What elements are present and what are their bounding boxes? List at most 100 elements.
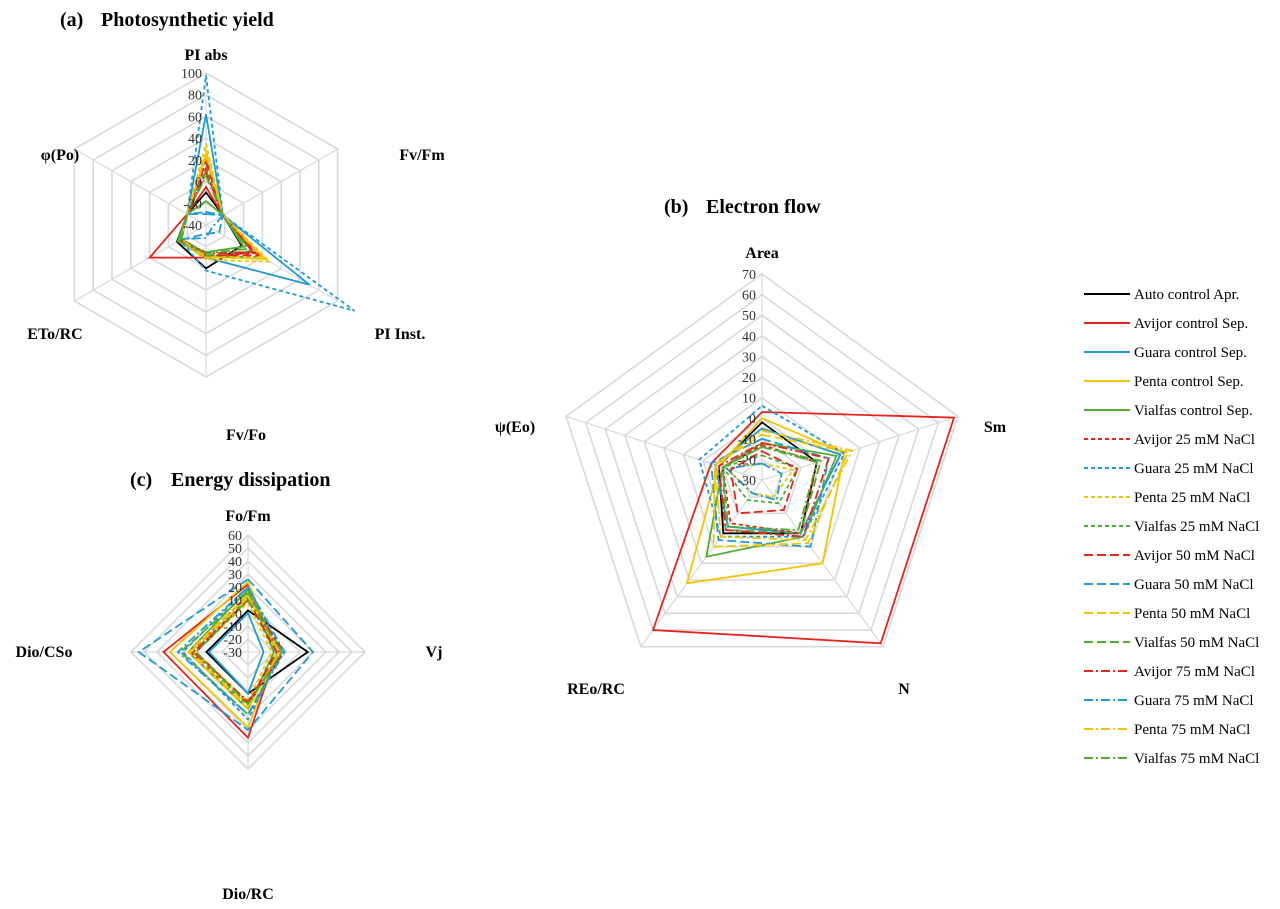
tick-label: 30 (742, 350, 756, 365)
tick-label: 50 (228, 542, 242, 557)
radar-series-10 (137, 578, 315, 732)
panel-b: (b) Electron flow -30 -20 -10 0 10 20 30 40 50 60… (495, 196, 1007, 698)
legend-label: Avijor 50 mM NaCl (1134, 548, 1255, 564)
tick-label: -30 (223, 646, 242, 661)
legend-label: Penta control Sep. (1134, 374, 1244, 390)
axis-label: PI Inst. (375, 326, 426, 343)
tick-label: 10 (228, 594, 242, 609)
tick-label: 60 (742, 289, 756, 304)
legend-label: Vialfas control Sep. (1134, 403, 1253, 419)
axis-label: ψ(Eo) (495, 419, 535, 436)
axis-label: Fv/Fm (399, 147, 445, 164)
legend-label: Auto control Apr. (1134, 287, 1239, 303)
legend-item: Auto control Apr. (1084, 287, 1239, 303)
panel-a-letter: (a) (60, 9, 83, 31)
tick-labels: -30 -20 -10 0 10 20 30 40 50 60 70 (737, 268, 756, 489)
legend-label: Penta 75 mM NaCl (1134, 722, 1250, 738)
radar-series-16 (180, 173, 250, 255)
legend-item: Avijor 75 mM NaCl (1084, 664, 1255, 680)
tick-label: 60 (188, 110, 202, 125)
grid-ring (623, 334, 901, 598)
tick-label: 0 (195, 176, 202, 191)
grid-spoke (565, 415, 763, 481)
axis-label: PI abs (184, 47, 227, 64)
tick-label: -40 (183, 219, 202, 234)
tick-label: -10 (737, 433, 756, 448)
radar-series-15 (714, 429, 854, 541)
axis-label: N (898, 681, 910, 698)
radar-series-group (147, 75, 356, 312)
tick-label: 0 (749, 412, 756, 427)
radar-a: -40 -20 0 20 40 60 80 100 PI abs Fv/Fm PI Inst. Fv/… (27, 47, 445, 444)
tick-label: 40 (742, 330, 756, 345)
tick-label: 30 (228, 568, 242, 583)
grid-spoke (74, 224, 207, 302)
axis-label: Dio/CSo (16, 644, 73, 661)
legend-label: Avijor 75 mM NaCl (1134, 664, 1255, 680)
tick-label: -20 (183, 197, 202, 212)
radar-series-15 (180, 147, 267, 260)
legend-label: Guara 25 mM NaCl (1134, 461, 1254, 477)
axis-label: Sm (984, 419, 1007, 436)
axis-label: Dio/RC (222, 886, 274, 903)
legend-label: Guara control Sep. (1134, 345, 1247, 361)
grid-spoke (640, 479, 763, 648)
legend-item: Penta 75 mM NaCl (1084, 722, 1250, 738)
axis-label: Vj (426, 644, 443, 661)
tick-label: -20 (737, 453, 756, 468)
radar-series-2 (207, 611, 265, 696)
tick-label: 0 (235, 607, 242, 622)
legend-item: Penta control Sep. (1084, 374, 1244, 390)
tick-label: 70 (742, 268, 756, 283)
legend-item: Vialfas 75 mM NaCl (1084, 751, 1259, 767)
grid-ring (584, 293, 940, 631)
grid-ring (604, 314, 920, 615)
legend-label: Vialfas 25 mM NaCl (1134, 519, 1259, 535)
axis-label: Fv/Fo (226, 427, 266, 444)
legend-item: Penta 50 mM NaCl (1084, 606, 1250, 622)
panel-c-title: Energy dissipation (171, 469, 330, 491)
tick-label: -20 (223, 633, 242, 648)
radar-series-13 (717, 441, 830, 538)
panel-b-letter: (b) (664, 196, 688, 218)
tick-label: -10 (223, 620, 242, 635)
grid-ring (682, 396, 842, 548)
legend-item: Avijor 50 mM NaCl (1084, 548, 1255, 564)
legend-item: Guara 25 mM NaCl (1084, 461, 1254, 477)
grid-spoke (205, 224, 338, 302)
chart-legend: Auto control Apr. Avijor control Sep. Guar… (1084, 287, 1259, 767)
tick-label: 10 (742, 392, 756, 407)
radar-series-group (137, 578, 315, 740)
grid-ring (663, 376, 861, 565)
tick-label: 20 (228, 581, 242, 596)
radar-series-14 (724, 462, 783, 502)
axis-label: Fo/Fm (225, 508, 271, 525)
legend-item: Guara 50 mM NaCl (1084, 577, 1254, 593)
radar-series-16 (721, 446, 819, 531)
radar-series-12 (721, 446, 822, 535)
panel-a-title: Photosynthetic yield (101, 9, 274, 31)
tick-label: 20 (188, 154, 202, 169)
radar-series-1 (651, 411, 956, 645)
axis-labels: PI abs Fv/Fm PI Inst. Fv/Fo ETo/RC φ(Po) (27, 47, 445, 444)
legend-label: Avijor control Sep. (1134, 316, 1248, 332)
radar-series-group (651, 404, 956, 645)
legend-item: Avijor 25 mM NaCl (1084, 432, 1255, 448)
axis-label: ETo/RC (27, 326, 82, 343)
legend-label: Penta 25 mM NaCl (1134, 490, 1250, 506)
tick-label: 20 (742, 371, 756, 386)
tick-labels: -40 -20 0 20 40 60 80 100 (181, 67, 202, 234)
grid-ring (643, 355, 881, 581)
tick-label: 80 (188, 89, 202, 104)
radar-series-14 (176, 585, 286, 716)
radar-series-11 (712, 433, 850, 548)
tick-label: 40 (228, 555, 242, 570)
panel-c: (c) Energy dissipation -30-20-1001020304… (16, 469, 443, 903)
axis-label: REo/RC (567, 681, 625, 698)
radar-grid (73, 72, 339, 378)
axis-label: φ(Po) (41, 147, 79, 164)
tick-label: 50 (742, 309, 756, 324)
radar-series-15 (189, 595, 281, 709)
